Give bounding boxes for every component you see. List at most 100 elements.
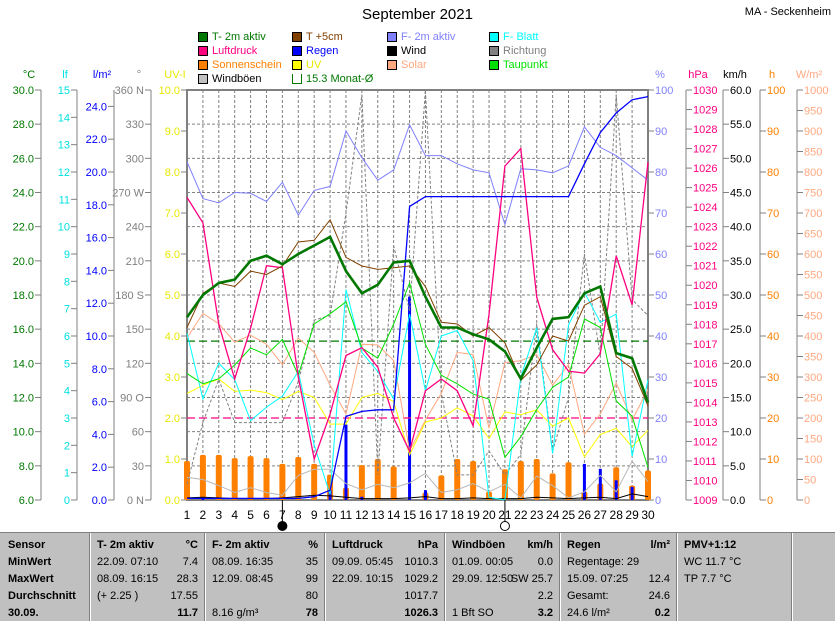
legend-swatch	[198, 74, 208, 84]
axis-tick-label-rain: 2.0	[92, 462, 107, 474]
axis-tick-label-lf: 8	[64, 276, 70, 288]
axis-tick-label-dir: 210	[126, 256, 144, 268]
axis-tick-label-uv: 2.0	[165, 413, 180, 425]
x-tick-label: 18	[451, 508, 465, 522]
table-column: F- 2m aktiv% 08.09. 16:35 35 12.09. 08:45 99…	[205, 533, 326, 621]
axis-tick-label-solar: 650	[804, 229, 822, 241]
legend-label: Windböen	[212, 73, 262, 85]
axis-tick-label-hum: 100	[655, 85, 673, 97]
x-tick-label: 13	[371, 508, 385, 522]
axis-tick-label-uv: 10.0	[159, 85, 180, 97]
sunshine-bar	[215, 454, 222, 500]
axis-tick-label-dir: 30	[132, 461, 144, 473]
axis-tick-label-temp: 26.0	[13, 153, 34, 165]
x-tick-label: 23	[530, 508, 544, 522]
axis-tick-label-rain: 12.0	[86, 298, 107, 310]
axis-tick-label-temp: 16.0	[13, 324, 34, 336]
x-tick-label: 14	[387, 508, 401, 522]
table-cell: 1010.3	[404, 556, 438, 568]
axis-tick-label-solar: 500	[804, 290, 822, 302]
table-cell: 99	[305, 573, 318, 585]
table-cell: 08.09. 16:15	[97, 573, 159, 585]
axis-tick-label-solar: 100	[804, 454, 822, 466]
axis-tick-label-wind: 40.0	[730, 222, 751, 234]
axis-tick-label-wind: 25.0	[730, 324, 751, 336]
x-tick-label: 6	[263, 508, 270, 522]
sunshine-bar	[390, 466, 397, 500]
series-line-uv	[186, 378, 649, 458]
axis-tick-label-temp: 28.0	[13, 119, 34, 131]
axis-tick-label-dir: 300	[126, 153, 144, 165]
table-cell: 12.09. 08:45	[212, 573, 274, 585]
sunshine-bar	[279, 463, 286, 500]
x-tick-label: 17	[435, 508, 449, 522]
axis-tick-label-hum: 30	[655, 372, 667, 384]
legend-item: Wind	[387, 45, 426, 57]
axis-tick-label-solar: 600	[804, 249, 822, 261]
axis-tick-label-temp: 14.0	[13, 358, 34, 370]
axis-tick-label-lf: 7	[64, 304, 70, 316]
table-cell: 17.55	[170, 590, 198, 602]
legend-item: F- 2m aktiv	[387, 31, 455, 43]
legend-swatch	[387, 32, 397, 42]
x-tick-label: 24	[546, 508, 560, 522]
sunshine-bar	[533, 459, 540, 500]
axis-tick-label-solar: 300	[804, 372, 822, 384]
table-column: T- 2m aktiv °C 22.09. 07:10 7.4 08.09. 16:15…	[90, 533, 206, 621]
axis-tick-label-uv: 0.0	[165, 495, 180, 507]
series-line-regen	[187, 95, 649, 500]
rain-bar	[344, 424, 348, 500]
x-tick-label: 11	[340, 508, 353, 522]
axis-tick-label-solar: 50	[804, 475, 816, 487]
table-cell: 29.09. 12:50	[452, 573, 514, 585]
legend-label: Richtung	[503, 45, 547, 57]
table-column: PMV+1:12 WC 11.7 °C TP 7.7 °C	[677, 533, 793, 621]
table-cell: SW 25.7	[510, 573, 553, 585]
table-cell: 24.6	[648, 590, 670, 602]
series-line-windb-en	[186, 460, 649, 499]
rain-bar	[423, 490, 427, 500]
axis-tick-label-press: 1016	[693, 358, 717, 370]
axis-tick-label-press: 1010	[693, 475, 717, 487]
new-moon-icon	[277, 521, 288, 531]
table-cell: 1026.3	[404, 607, 438, 619]
axis-tick-label-press: 1018	[693, 319, 717, 331]
x-tick-label: 25	[562, 508, 576, 522]
axis-tick-label-press: 1022	[693, 241, 717, 253]
sunshine-bar	[438, 475, 445, 500]
axis-tick-label-solar: 0	[804, 495, 810, 507]
x-tick-label: 30	[641, 508, 655, 522]
legend-item: T +5cm	[292, 31, 343, 43]
axis-tick-label-hum: 10	[655, 454, 667, 466]
axis-tick-label-hum: 0	[655, 495, 661, 507]
axis-tick-label-sun: 10	[767, 454, 779, 466]
x-tick-label: 27	[594, 508, 608, 522]
table-cell: 80	[305, 590, 318, 602]
axis-tick-label-press: 1025	[693, 183, 717, 195]
legend-item: Solar	[387, 59, 427, 71]
series-line-f-2m-aktiv	[186, 123, 649, 227]
legend-label: Luftdruck	[212, 45, 258, 57]
axis-tick-label-temp: 30.0	[13, 85, 34, 97]
axis-tick-label-hum: 20	[655, 413, 667, 425]
axis-tick-label-rain: 0.0	[92, 495, 107, 507]
x-tick-label: 15	[403, 508, 417, 522]
axis-tick-label-uv: 9.0	[165, 126, 180, 138]
x-tick-label: 26	[578, 508, 592, 522]
legend-label: F- 2m aktiv	[401, 31, 456, 43]
axis-tick-label-lf: 3	[64, 413, 70, 425]
legend-swatch	[198, 32, 208, 42]
x-tick-label: 29	[625, 508, 639, 522]
table-cell: Regen	[567, 539, 601, 551]
axis-tick-label-press: 1026	[693, 163, 717, 175]
axis-tick-label-temp: 8.0	[19, 461, 34, 473]
legend-label: 15.3 Monat-Ø	[306, 73, 374, 85]
table-cell: PMV+1:12	[684, 539, 737, 551]
axis-tick-label-solar: 400	[804, 331, 822, 343]
axis-tick-label-uv: 5.0	[165, 290, 180, 302]
axis-tick-label-wind: 35.0	[730, 256, 751, 268]
axis-tick-label-uv: 1.0	[165, 454, 180, 466]
axis-tick-label-wind: 0.0	[730, 495, 745, 507]
table-cell: Regentage: 29	[567, 556, 640, 568]
axis-tick-label-temp: 10.0	[13, 427, 34, 439]
